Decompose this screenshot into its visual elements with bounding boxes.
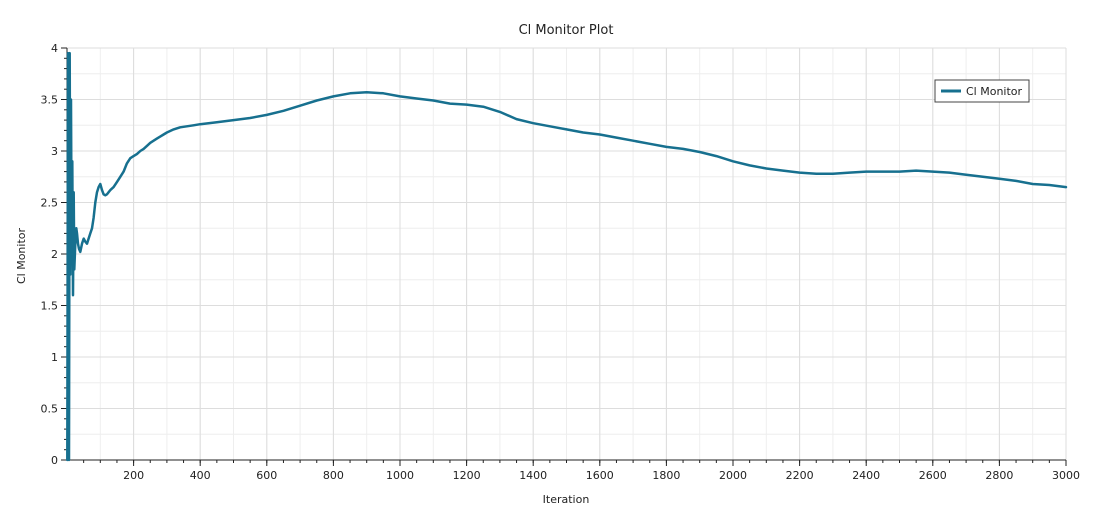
x-tick-label: 800	[323, 469, 344, 482]
x-tick-label: 1800	[652, 469, 680, 482]
x-axis-title: Iteration	[543, 493, 590, 506]
y-tick-label: 3	[51, 145, 58, 158]
x-tick-label: 2200	[786, 469, 814, 482]
y-tick-label: 3.5	[41, 94, 59, 107]
y-tick-label: 2	[51, 248, 58, 261]
x-tick-label: 1200	[453, 469, 481, 482]
x-tick-label: 2600	[919, 469, 947, 482]
legend-box	[934, 79, 1030, 103]
x-tick-label: 3000	[1052, 469, 1080, 482]
chart-title: Cl Monitor Plot	[519, 23, 614, 38]
ticks-layer: 200 400 600 800 1000 1200 1400 1600 1800 2000 2200…	[41, 42, 1081, 482]
y-tick-label: 2.5	[41, 197, 59, 210]
series-layer	[66, 51, 1068, 462]
x-tick-label: 1000	[386, 469, 414, 482]
x-tick-label: 2000	[719, 469, 747, 482]
x-tick-label: 400	[190, 469, 211, 482]
x-tick-label: 1600	[586, 469, 614, 482]
y-tick-label: 0	[51, 454, 58, 467]
x-tick-label: 1400	[519, 469, 547, 482]
x-tick-label: 2400	[852, 469, 880, 482]
grid-layer	[67, 47, 1067, 461]
legend-label: Cl Monitor	[966, 85, 1023, 98]
x-tick-label: 600	[256, 469, 277, 482]
x-tick-label: 2800	[985, 469, 1013, 482]
y-tick-label: 0.5	[41, 403, 59, 416]
y-tick-label: 1	[51, 351, 58, 364]
y-tick-label: 4	[51, 42, 58, 55]
legend: Cl Monitor	[934, 79, 1030, 103]
y-axis-title: Cl Monitor	[15, 228, 28, 285]
x-tick-label: 200	[123, 469, 144, 482]
y-tick-label: 1.5	[41, 300, 59, 313]
series-line-cl-monitor	[66, 51, 1068, 462]
